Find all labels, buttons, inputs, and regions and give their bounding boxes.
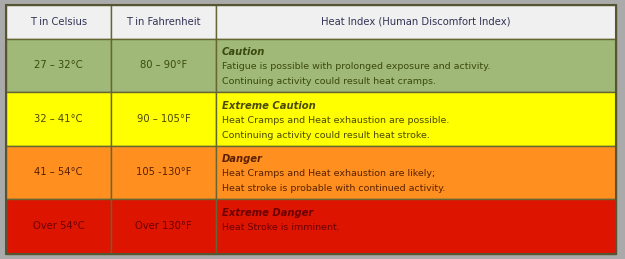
Bar (111, 92, 216, 146)
Bar (216, 5, 616, 39)
Bar (111, 39, 216, 92)
Bar (216, 146, 616, 199)
Bar (216, 39, 616, 92)
Text: T in Celsius: T in Celsius (30, 17, 88, 27)
Bar (216, 92, 616, 146)
Text: T in Fahrenheit: T in Fahrenheit (126, 17, 201, 27)
Bar (216, 199, 616, 254)
Bar (111, 199, 216, 254)
Bar (6, 92, 111, 146)
Text: Continuing activity could result heat stroke.: Continuing activity could result heat st… (222, 131, 430, 140)
Text: Danger: Danger (222, 154, 263, 164)
Text: Heat Cramps and Heat exhaustion are possible.: Heat Cramps and Heat exhaustion are poss… (222, 116, 449, 125)
Text: Over 130°F: Over 130°F (135, 221, 192, 232)
Text: Heat Index (Human Discomfort Index): Heat Index (Human Discomfort Index) (321, 17, 511, 27)
Text: 27 – 32°C: 27 – 32°C (34, 60, 83, 70)
Text: Continuing activity could result heat cramps.: Continuing activity could result heat cr… (222, 77, 436, 86)
Text: Extreme Danger: Extreme Danger (222, 208, 313, 218)
Text: Caution: Caution (222, 47, 266, 57)
Bar (6, 146, 111, 199)
Bar (6, 199, 111, 254)
Text: 32 – 41°C: 32 – 41°C (34, 114, 83, 124)
Text: 90 – 105°F: 90 – 105°F (137, 114, 191, 124)
Text: Extreme Caution: Extreme Caution (222, 101, 316, 111)
Text: 80 – 90°F: 80 – 90°F (140, 60, 187, 70)
Text: 105 -130°F: 105 -130°F (136, 167, 191, 177)
Text: 41 – 54°C: 41 – 54°C (34, 167, 83, 177)
Bar (6, 39, 111, 92)
Text: Heat Cramps and Heat exhaustion are likely;: Heat Cramps and Heat exhaustion are like… (222, 169, 435, 178)
Bar (6, 5, 111, 39)
Bar (111, 5, 216, 39)
Text: Heat stroke is probable with continued activity.: Heat stroke is probable with continued a… (222, 184, 446, 193)
Text: Heat Stroke is imminent.: Heat Stroke is imminent. (222, 223, 340, 232)
Text: Over 54°C: Over 54°C (33, 221, 84, 232)
Bar (111, 146, 216, 199)
Text: Fatigue is possible with prolonged exposure and activity.: Fatigue is possible with prolonged expos… (222, 62, 491, 71)
